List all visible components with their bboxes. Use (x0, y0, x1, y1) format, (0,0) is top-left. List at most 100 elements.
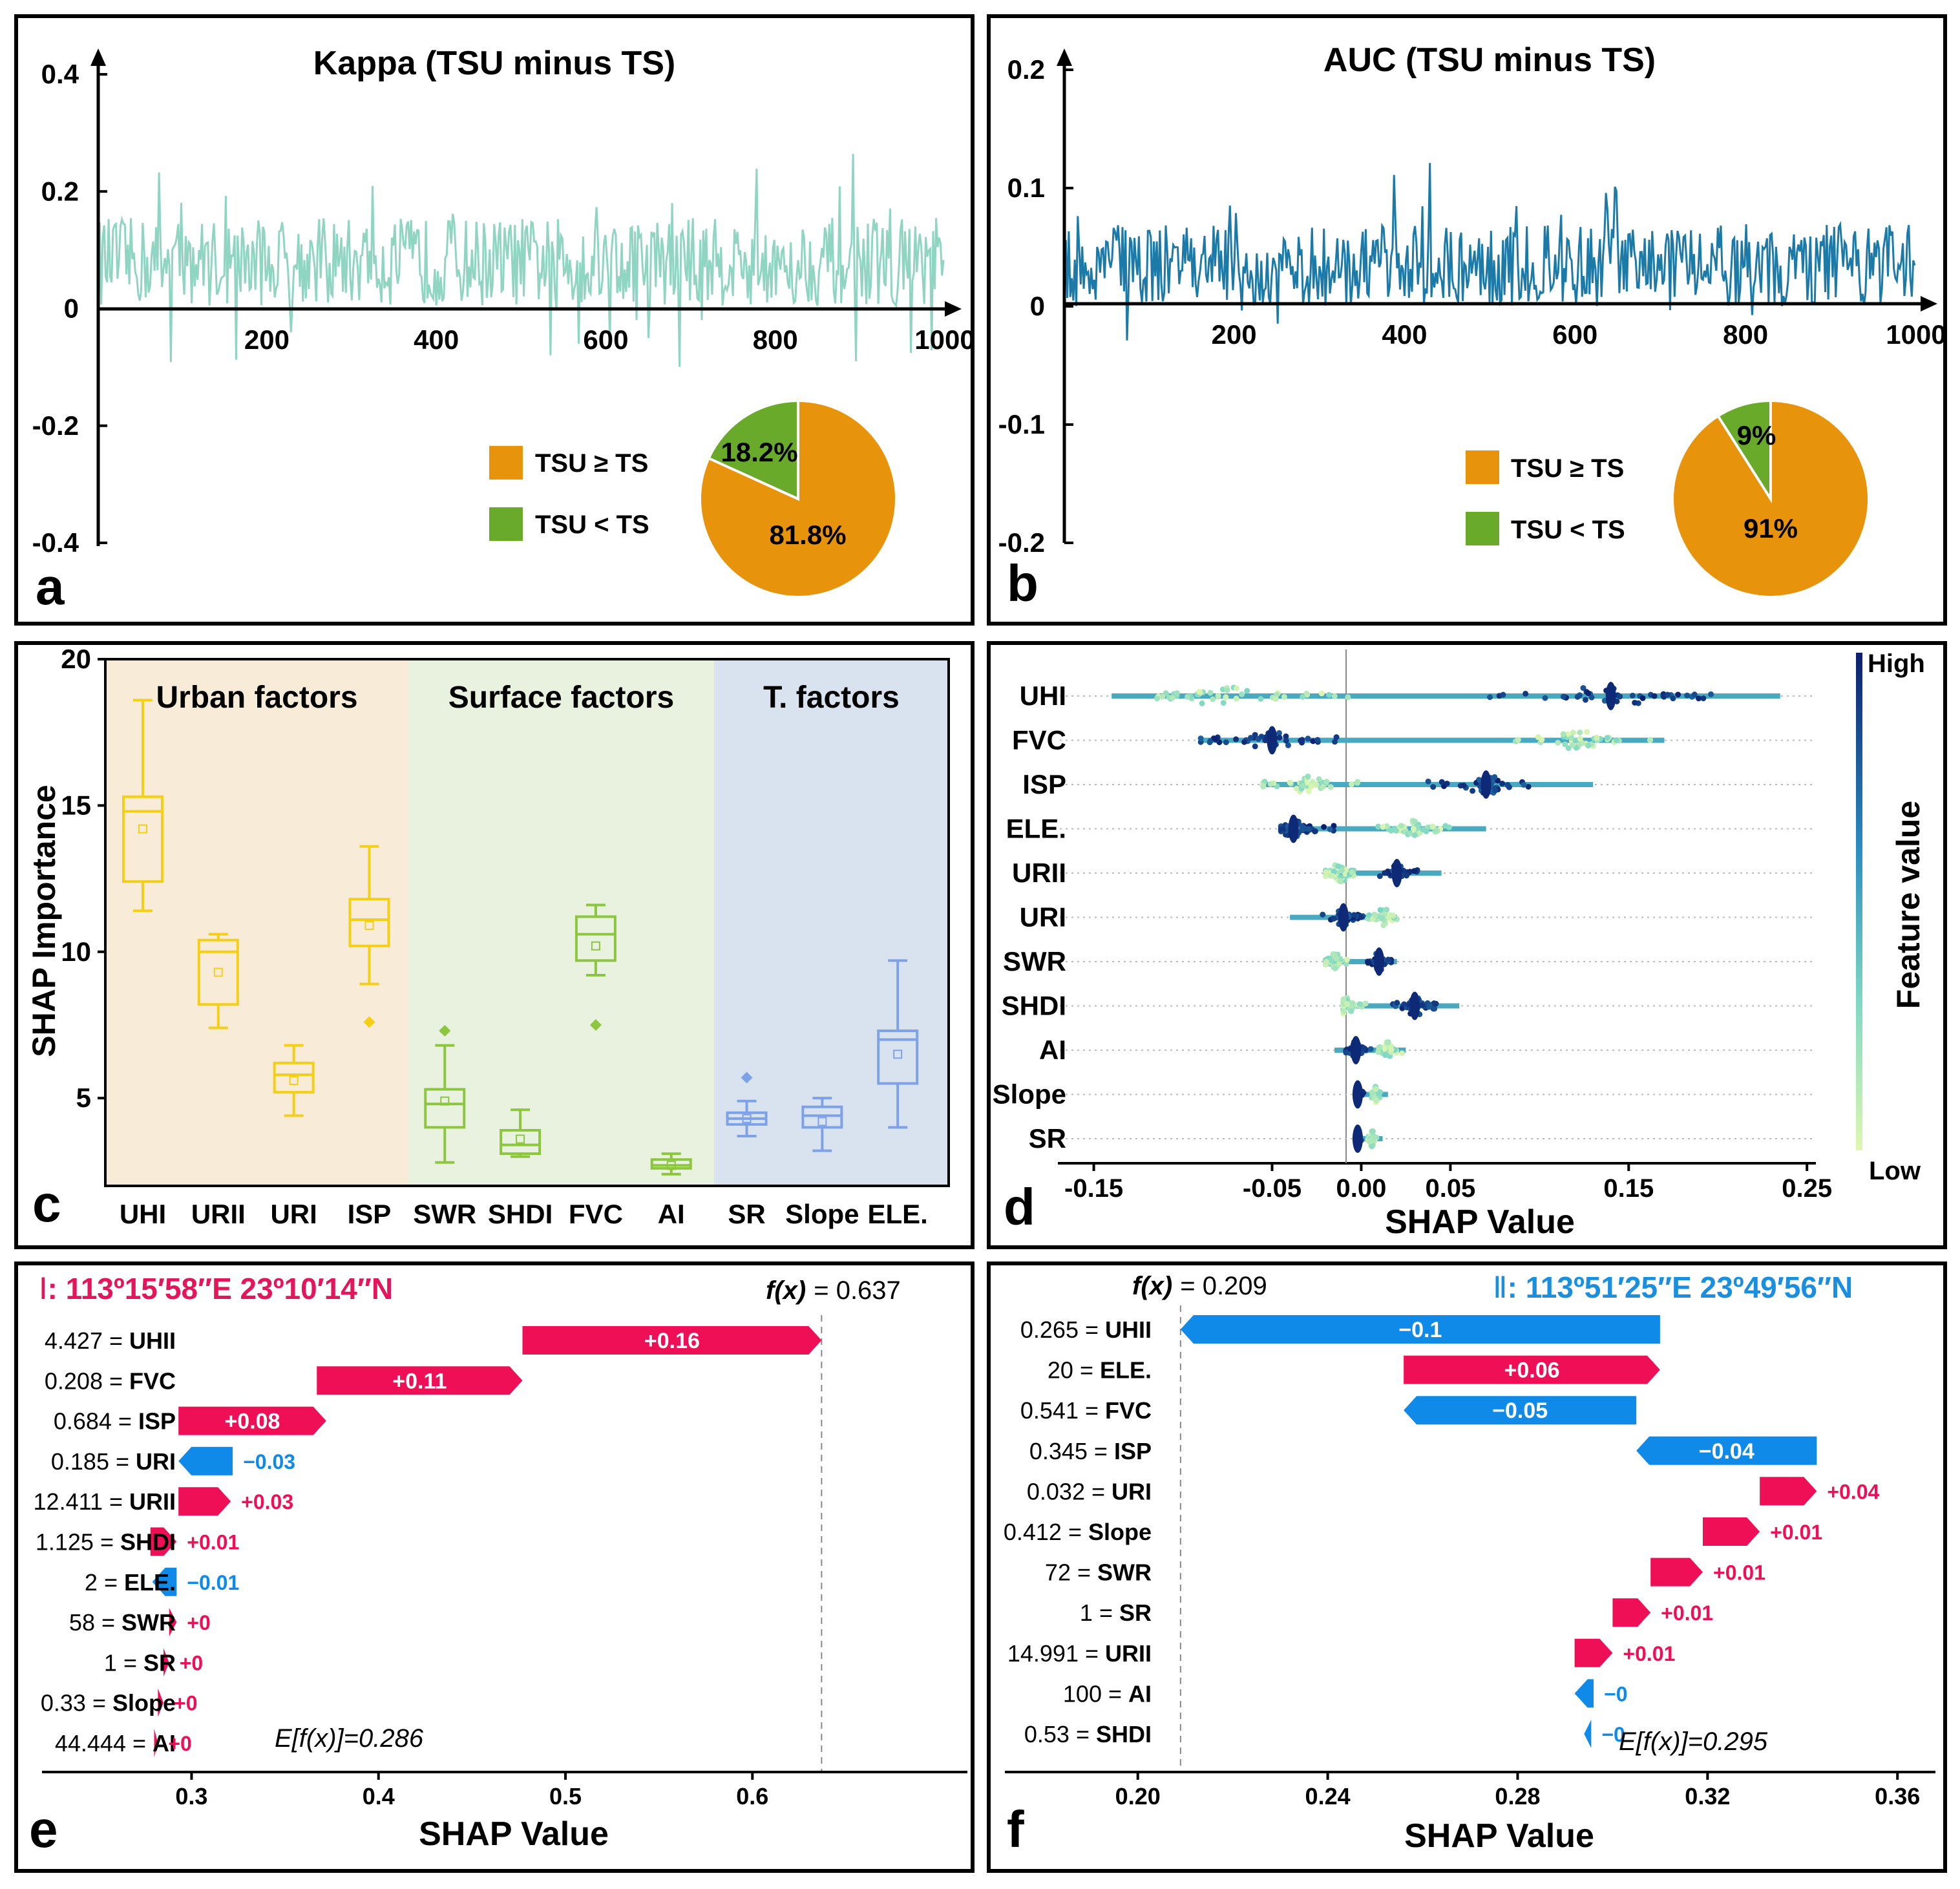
x-tick-label: ELE. (868, 1199, 928, 1229)
bar-value-label: +0 (168, 1732, 191, 1755)
pie-slice-tsu-lt-ts (1716, 399, 1772, 503)
group-label: T. factors (763, 681, 900, 715)
box-fvc (574, 903, 616, 1031)
bar-value-label: +0.03 (241, 1490, 293, 1514)
legend-label-tsu-lt-ts: TSU < TS (1511, 516, 1625, 544)
panel-b-y-arrow (1057, 48, 1072, 66)
feature-row-sr (1060, 1124, 1816, 1153)
waterfall-bar (317, 1366, 523, 1395)
pie-label-tsu-ge-ts: 91% (1744, 513, 1798, 543)
bar-value-label: −0 (1601, 1723, 1625, 1746)
feature-label: 0.208 = FVC (45, 1367, 176, 1394)
panel-e-letter: e (29, 1800, 58, 1858)
panel-a-frame (14, 14, 975, 626)
x-tick-label: SWR (413, 1199, 476, 1229)
x-tick-label: Slope (785, 1199, 859, 1229)
colorbar-low-label: Low (1869, 1157, 1921, 1185)
waterfall-bar (178, 1446, 233, 1475)
box-swr (424, 1025, 466, 1164)
feature-label: 0.412 = Slope (1004, 1519, 1152, 1545)
x-tick-label: 400 (414, 324, 459, 355)
waterfall-bar (1404, 1355, 1660, 1384)
panel-f-fx: f(x) = 0.209 (1132, 1272, 1267, 1300)
pie-label-tsu-ge-ts: 81.8% (769, 520, 846, 550)
x-tick-label: 600 (1552, 319, 1597, 350)
feature-label: 44.444 = AI (55, 1730, 176, 1757)
y-tick-label: -0.1 (998, 409, 1045, 439)
bar-value-label: +0.01 (1713, 1561, 1765, 1585)
waterfall-bar (1180, 1315, 1660, 1344)
waterfall-bar (522, 1326, 822, 1355)
feature-row-slope (1060, 1080, 1816, 1109)
y-tick-label: 5 (76, 1082, 91, 1113)
y-tick-label: 0.2 (41, 176, 79, 206)
feature-row-fvc (1060, 726, 1816, 755)
pie-slice-tsu-lt-ts (707, 399, 799, 501)
feature-label: ELE. (1006, 814, 1066, 844)
bar-value-label: +0.01 (187, 1531, 239, 1554)
feature-row-shdi (1060, 991, 1816, 1020)
panel-d: UHI FVC ISP ELE. URII URI SWR SHDI AI Slope SR -0.… (993, 649, 1926, 1241)
box-uri (273, 1044, 315, 1117)
panel-c-letter: c (32, 1175, 61, 1232)
x-tick-label: 0.25 (1782, 1174, 1832, 1203)
bar-value-label: +0 (187, 1611, 210, 1634)
x-tick-label: 200 (1212, 319, 1257, 350)
feature-label: AI (1039, 1035, 1066, 1065)
waterfall-bar (154, 1729, 158, 1757)
panel-b-x-arrow (1921, 296, 1937, 311)
x-tick-label: 0.00 (1336, 1174, 1387, 1203)
feature-row-ai (1060, 1036, 1816, 1064)
y-tick-label: -0.4 (32, 527, 79, 558)
feature-label: 100 = AI (1063, 1680, 1152, 1707)
panel-c: Urban factors Surface factors T. factors U… (26, 644, 950, 1232)
feature-label: 4.427 = UHII (45, 1327, 176, 1354)
waterfall-bar (1404, 1396, 1637, 1425)
feature-row-isp (1060, 770, 1816, 799)
legend-swatch-tsu-ge-ts (489, 446, 523, 480)
auc-series-line (1063, 163, 1916, 341)
x-tick-label: 0.05 (1425, 1174, 1475, 1203)
bar-value-label: −0 (1604, 1682, 1627, 1705)
x-tick-label: 400 (1382, 319, 1427, 350)
waterfall-bar (1760, 1477, 1817, 1506)
feature-row-uhi (1060, 682, 1816, 710)
bar-value-label: −0.03 (243, 1450, 295, 1473)
y-tick-label: 0.4 (41, 59, 79, 89)
feature-label: 0.345 = ISP (1029, 1438, 1152, 1464)
feature-label: 14.991 = URII (1007, 1640, 1152, 1667)
x-tick-label: -0.15 (1064, 1174, 1123, 1203)
panel-a: 200 400 600 800 1000 0.4 0.2 0 -0.2 -0.4 Kappa (T… (32, 45, 975, 615)
group-band (105, 659, 408, 1186)
legend-swatch-tsu-ge-ts (1466, 450, 1499, 484)
box-uhi (122, 699, 163, 913)
feature-label: URI (1020, 902, 1066, 933)
panel-e-ex: E[f(x)]=0.286 (275, 1724, 424, 1753)
bar-value-label: +0.04 (1827, 1480, 1879, 1503)
y-tick-label: -0.2 (998, 527, 1045, 558)
panel-b-pie: 91% 9% (1670, 399, 1870, 598)
box-sr (726, 1071, 768, 1138)
feature-label: FVC (1012, 725, 1066, 755)
feature-label: 0.185 = URI (51, 1448, 176, 1475)
feature-label: ISP (1022, 769, 1066, 799)
feature-label: 2 = ELE. (85, 1569, 176, 1596)
y-tick-label: 0.1 (1007, 173, 1045, 203)
box-ai (650, 1152, 692, 1176)
x-tick-label: URII (191, 1199, 246, 1229)
x-tick-label: 800 (753, 324, 798, 355)
bar-value-label: +0.08 (224, 1409, 280, 1434)
x-tick-label: 200 (244, 324, 290, 355)
bar-value-label: +0.11 (392, 1369, 447, 1393)
bar-value-label: +0.01 (1661, 1601, 1713, 1625)
waterfall-bar (163, 1648, 169, 1677)
x-tick-label: 0.32 (1685, 1783, 1730, 1810)
panel-b-letter: b (1007, 554, 1038, 612)
panel-b: 200 400 600 800 1000 0.2 0.1 0 -0.1 -0.2 AUC (TSU… (998, 41, 1946, 612)
bar-value-label: +0.16 (644, 1329, 700, 1353)
x-tick-label: 0.6 (736, 1783, 768, 1810)
x-tick-label: 0.20 (1115, 1783, 1161, 1810)
waterfall-bar (1703, 1517, 1760, 1546)
feature-label: UHI (1020, 681, 1066, 711)
bar-value-label: +0.01 (1770, 1521, 1822, 1544)
